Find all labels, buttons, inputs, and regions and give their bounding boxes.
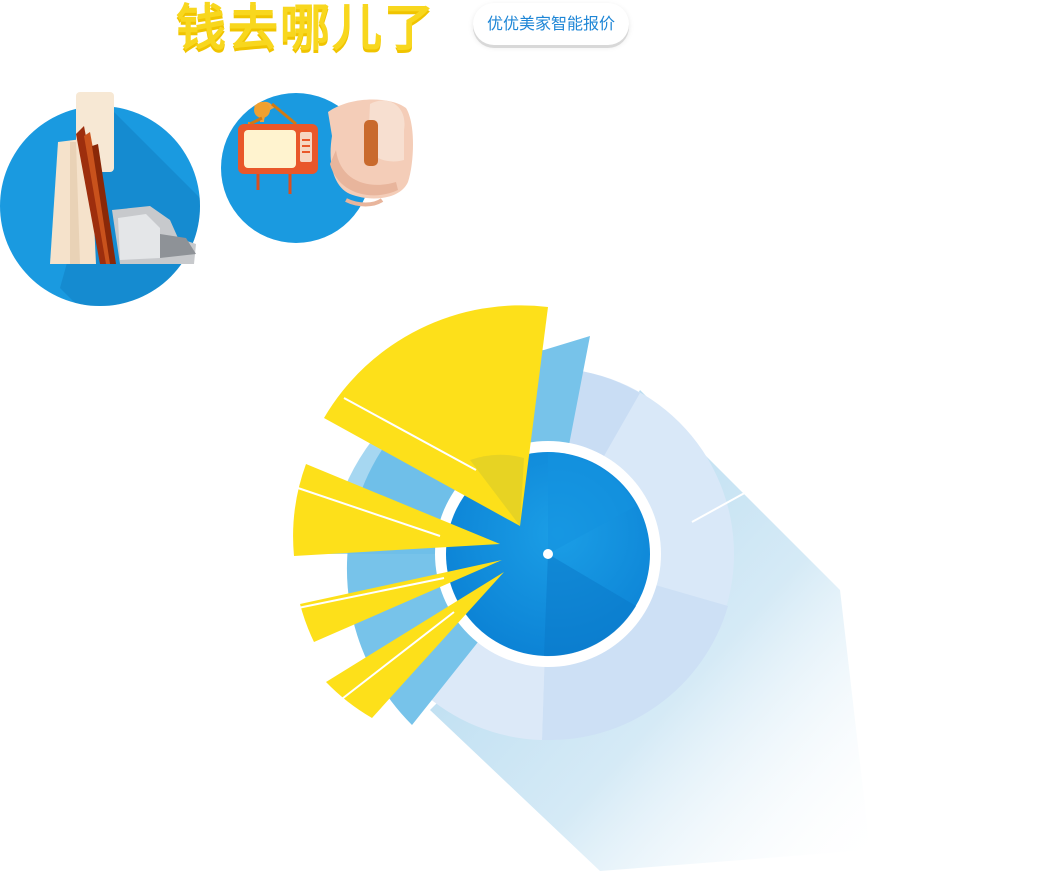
smart-quote-button[interactable]: 优优美家智能报价 [473,3,630,45]
building-materials-icon[interactable] [0,88,202,306]
furniture-appliances-icon[interactable] [220,90,416,244]
page-title: 钱去哪儿了 [176,0,436,57]
spending-breakdown-graphic [291,305,870,871]
